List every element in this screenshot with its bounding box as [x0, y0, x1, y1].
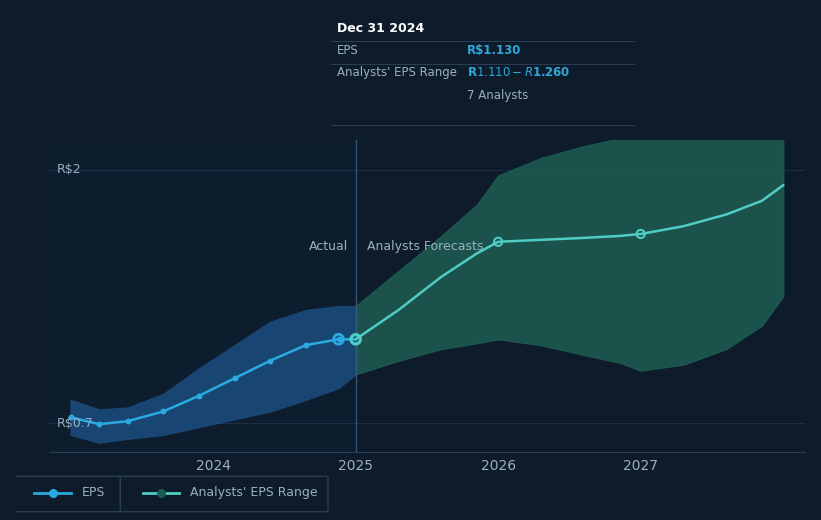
FancyBboxPatch shape — [121, 476, 328, 512]
Point — [492, 238, 505, 246]
Text: EPS: EPS — [337, 44, 359, 57]
Point — [332, 335, 345, 344]
Point — [349, 335, 362, 344]
Point — [192, 392, 205, 400]
Point — [157, 407, 170, 415]
Point — [299, 341, 312, 349]
Text: R$0.7: R$0.7 — [57, 417, 93, 430]
Point — [64, 413, 77, 421]
FancyBboxPatch shape — [14, 476, 122, 512]
Text: R$2: R$2 — [57, 163, 81, 176]
Text: Dec 31 2024: Dec 31 2024 — [337, 22, 424, 35]
Point — [332, 335, 345, 344]
Point — [93, 420, 106, 428]
Point — [264, 357, 277, 365]
Text: EPS: EPS — [82, 486, 105, 499]
Text: 7 Analysts: 7 Analysts — [466, 89, 528, 102]
Point — [154, 489, 167, 497]
Point — [121, 417, 134, 425]
Text: Actual: Actual — [310, 240, 349, 253]
Bar — [49, 140, 355, 452]
Point — [228, 374, 241, 382]
Text: Analysts' EPS Range: Analysts' EPS Range — [337, 67, 457, 80]
Text: R$1.130: R$1.130 — [466, 44, 521, 57]
Text: R$1.110 - R$1.260: R$1.110 - R$1.260 — [466, 67, 570, 80]
Point — [349, 335, 362, 344]
Point — [634, 230, 647, 238]
Text: Analysts' EPS Range: Analysts' EPS Range — [190, 486, 318, 499]
Text: Analysts Forecasts: Analysts Forecasts — [367, 240, 484, 253]
Point — [46, 489, 59, 497]
